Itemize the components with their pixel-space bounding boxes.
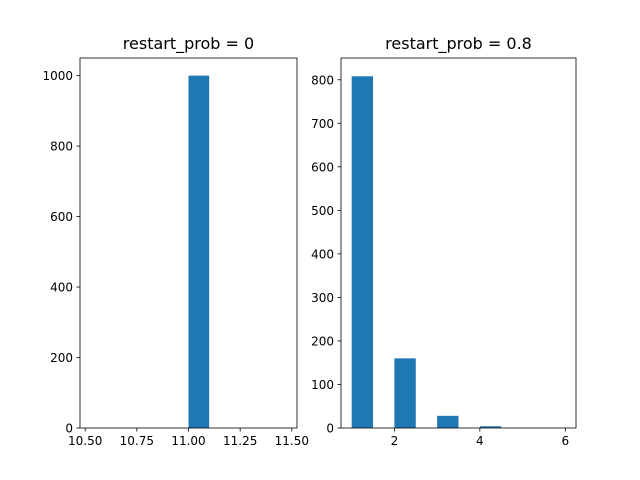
right-ytick-label-1: 100: [311, 378, 334, 392]
right-ytick-label-6: 600: [311, 160, 334, 174]
right-xtick-label-0: 2: [391, 434, 399, 448]
right-chart-panel: 2 4 6 0 100 200 300 400 500 600 700 800 restart_prob…: [311, 34, 577, 448]
right-ytick-label-4: 400: [311, 247, 334, 261]
right-ytick-label-0: 0: [326, 422, 334, 436]
left-ytick-label-5: 1000: [42, 69, 73, 83]
left-ytick-label-1: 200: [50, 351, 73, 365]
left-chart-title: restart_prob = 0: [123, 34, 254, 54]
right-axes-frame: [340, 57, 577, 429]
right-ytick-label-8: 800: [311, 73, 334, 87]
right-xtick-label-2: 6: [561, 434, 569, 448]
right-bar-3: [479, 426, 502, 428]
left-bar-0: [188, 75, 210, 428]
left-ytick-label-4: 800: [50, 140, 73, 154]
right-xtick-label-1: 4: [476, 434, 484, 448]
left-chart-panel: 10.50 10.75 11.00 11.25 11.50 0 200 400 600 800 10…: [42, 34, 309, 448]
right-bar-1: [394, 358, 416, 428]
left-ytick-label-3: 600: [50, 210, 73, 224]
left-ytick-label-0: 0: [65, 422, 73, 436]
right-bar-0: [351, 76, 374, 429]
left-xtick-label-0: 10.50: [68, 434, 102, 448]
right-ytick-label-7: 700: [311, 117, 334, 131]
right-ytick-label-2: 200: [311, 334, 334, 348]
left-xtick-label-2: 11.00: [171, 434, 205, 448]
right-chart-title: restart_prob = 0.8: [385, 34, 532, 54]
left-ytick-label-2: 400: [50, 281, 73, 295]
left-xtick-label-4: 11.50: [275, 434, 309, 448]
right-ytick-label-3: 300: [311, 291, 334, 305]
right-ytick-label-5: 500: [311, 204, 334, 218]
left-xtick-label-1: 10.75: [120, 434, 154, 448]
left-xtick-label-3: 11.25: [223, 434, 257, 448]
right-bar-2: [437, 415, 459, 428]
